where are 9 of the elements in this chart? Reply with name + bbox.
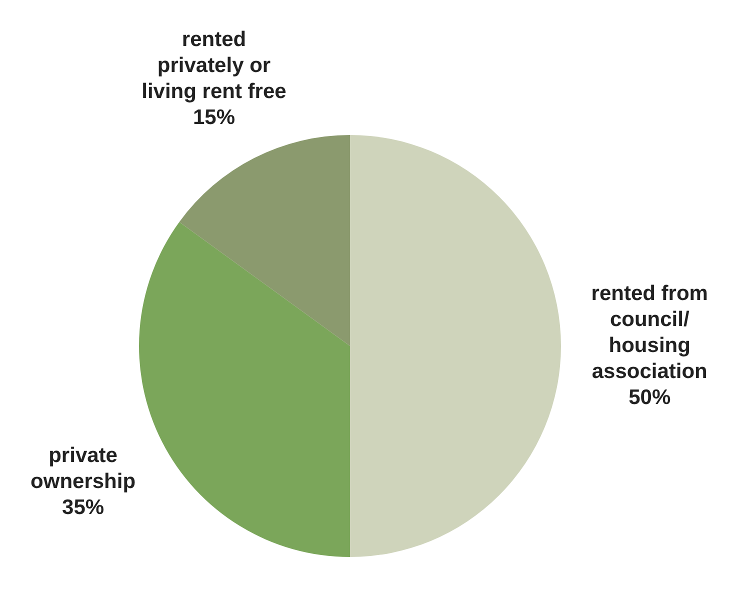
- slice-label: rented from council/ housing association: [591, 282, 708, 383]
- data-label: 50%: [628, 386, 671, 409]
- slice-label: rented privately or living rent free: [142, 28, 286, 103]
- data-label: 15%: [192, 106, 236, 129]
- slice-label: private ownership: [30, 444, 136, 493]
- pie-slice: [350, 135, 561, 557]
- pie-slice: [139, 222, 350, 557]
- data-label: 35%: [62, 496, 104, 519]
- pie-slice: [179, 135, 350, 346]
